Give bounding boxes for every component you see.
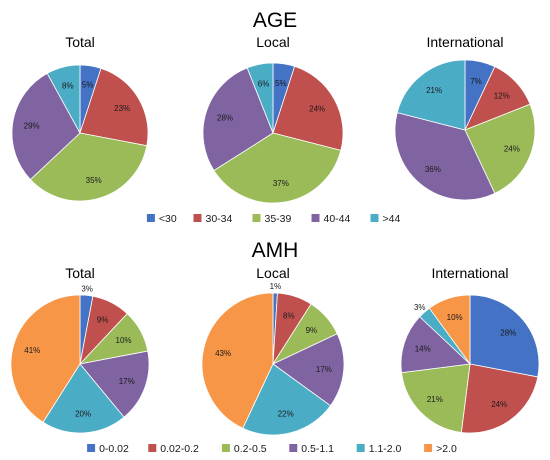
- amh-total-label-0-2-0-5: 10%: [116, 336, 132, 345]
- age-international-label-gt-44: 21%: [426, 86, 442, 95]
- amh-international-title: International: [431, 265, 508, 281]
- age-international-label-35-39: 24%: [504, 145, 520, 154]
- age-local-label-40-44: 28%: [217, 113, 233, 122]
- amh-legend-swatch-1-1-2-0: [356, 444, 365, 452]
- amh-legend-swatch-0-5-1-1: [289, 444, 298, 452]
- amh-total-label-0-5-1-1: 17%: [119, 377, 135, 386]
- amh-local-label-1-1-2-0: 22%: [278, 410, 294, 419]
- age-section-title: AGE: [253, 9, 297, 32]
- amh-local-label-0-2-0-5: 9%: [306, 326, 318, 335]
- amh-international-label-0-2-0-5: 21%: [427, 395, 443, 404]
- amh-international-slice-0-2-0-5: [401, 363, 471, 433]
- amh-legend-label-gt-2-0: >2.0: [436, 443, 457, 455]
- age-legend-label-35-39: 35-39: [265, 213, 292, 225]
- amh-total-label-1-1-2-0: 20%: [75, 410, 91, 419]
- amh-section-title: AMH: [252, 239, 299, 262]
- amh-legend-swatch-gt-2-0: [424, 444, 433, 452]
- amh-international-pie: International 28% 24% 21% 14% 3% 10%: [400, 265, 540, 434]
- amh-total-slice-gt-2-0: [10, 294, 81, 423]
- age-international-slice-40-44: [394, 112, 496, 201]
- amh-international-label-1-1-2-0: 3%: [414, 303, 426, 312]
- age-local-label-30-34: 24%: [309, 105, 325, 114]
- age-legend-label-30-34: 30-34: [206, 213, 233, 225]
- age-legend-label-40-44: 40-44: [324, 213, 351, 225]
- age-total-slice-35-39: [29, 132, 148, 202]
- age-legend: <30 30-34 35-39 40-44 >44: [146, 213, 401, 225]
- amh-legend: 0-0.02 0.02-0.2 0.2-0.5 0.5-1.1 1.1-2.0 >2.0: [87, 443, 457, 455]
- age-international-label-30-34: 12%: [494, 92, 510, 101]
- amh-total-pie: Total 3% 9% 10% 17% 20% 41%: [10, 265, 150, 434]
- age-legend-swatch-lt-30: [146, 214, 155, 222]
- amh-legend-label-0-2-0-5: 0.2-0.5: [234, 443, 267, 455]
- age-total-label-30-34: 23%: [114, 104, 130, 113]
- age-local-label-gt-44: 6%: [258, 79, 270, 88]
- age-international-slice-35-39: [464, 103, 536, 194]
- amh-international-slice-0-5-1-1: [400, 316, 471, 374]
- age-local-slice-gt-44: [246, 62, 274, 134]
- age-legend-swatch-30-34: [193, 214, 202, 222]
- amh-total-slice-0-5-1-1: [79, 350, 150, 418]
- amh-legend-swatch-0-0-02: [87, 444, 96, 452]
- amh-total-label-gt-2-0: 41%: [24, 346, 40, 355]
- amh-international-label-gt-2-0: 10%: [447, 313, 463, 322]
- age-total-slice-30-34: [79, 67, 149, 147]
- amh-local-title: Local: [256, 265, 289, 281]
- amh-legend-label-0-5-1-1: 0.5-1.1: [301, 443, 334, 455]
- age-legend-label-gt-44: >44: [383, 213, 401, 225]
- amh-international-slice-gt-2-0: [428, 294, 471, 366]
- age-local-label-lt-30: 5%: [275, 79, 287, 88]
- amh-total-slice-1-1-2-0: [42, 363, 125, 434]
- amh-international-label-0-0-02: 28%: [500, 328, 516, 337]
- age-local-slice-40-44: [202, 67, 274, 172]
- age-legend-label-lt-30: <30: [159, 213, 177, 225]
- age-total-slice-gt-44: [46, 64, 81, 134]
- amh-international-slice-0-02-0-2: [460, 363, 539, 434]
- age-total-title: Total: [65, 34, 95, 50]
- age-total-slice-40-44: [11, 72, 81, 181]
- age-total-label-35-39: 35%: [86, 176, 102, 185]
- age-international-slice-gt-44: [396, 59, 466, 131]
- age-legend-swatch-40-44: [311, 214, 320, 222]
- amh-legend-swatch-0-02-0-2: [148, 444, 157, 452]
- amh-local-label-0-5-1-1: 17%: [316, 365, 332, 374]
- amh-international-label-0-02-0-2: 24%: [491, 400, 507, 409]
- amh-local-slice-gt-2-0: [201, 292, 274, 429]
- amh-legend-label-1-1-2-0: 1.1-2.0: [369, 443, 402, 455]
- amh-total-label-0-02-0-2: 9%: [97, 316, 109, 325]
- amh-total-title: Total: [65, 265, 95, 281]
- age-international-label-lt-30: 7%: [470, 77, 482, 86]
- age-legend-swatch-gt-44: [370, 214, 379, 222]
- amh-local-slice-0-5-1-1: [272, 333, 345, 407]
- age-international-pie: International 7% 12% 24% 36% 21%: [394, 34, 536, 201]
- amh-local-label-0-0-02: 1%: [270, 282, 282, 291]
- amh-local-label-gt-2-0: 43%: [215, 349, 231, 358]
- age-legend-swatch-35-39: [252, 214, 261, 222]
- age-international-title: International: [426, 34, 503, 50]
- age-local-slice-30-34: [272, 65, 344, 151]
- amh-legend-label-0-0-02: 0-0.02: [99, 443, 129, 455]
- age-total-label-40-44: 29%: [24, 121, 40, 130]
- amh-international-label-0-5-1-1: 14%: [415, 345, 431, 354]
- age-total-label-lt-30: 5%: [82, 81, 94, 90]
- age-total-label-gt-44: 8%: [62, 82, 74, 91]
- amh-international-slice-0-0-02: [469, 294, 540, 378]
- age-international-label-40-44: 36%: [425, 165, 441, 174]
- amh-total-label-0-0-02: 3%: [81, 284, 93, 293]
- age-local-pie: Local 5% 24% 37% 28% 6%: [202, 34, 344, 204]
- age-local-label-35-39: 37%: [273, 179, 289, 188]
- age-local-title: Local: [256, 34, 289, 50]
- amh-legend-label-0-02-0-2: 0.02-0.2: [160, 443, 199, 455]
- amh-local-label-0-02-0-2: 8%: [283, 311, 295, 320]
- amh-legend-swatch-0-2-0-5: [221, 444, 230, 452]
- age-total-pie: Total 5% 23% 35% 29% 8%: [11, 34, 149, 202]
